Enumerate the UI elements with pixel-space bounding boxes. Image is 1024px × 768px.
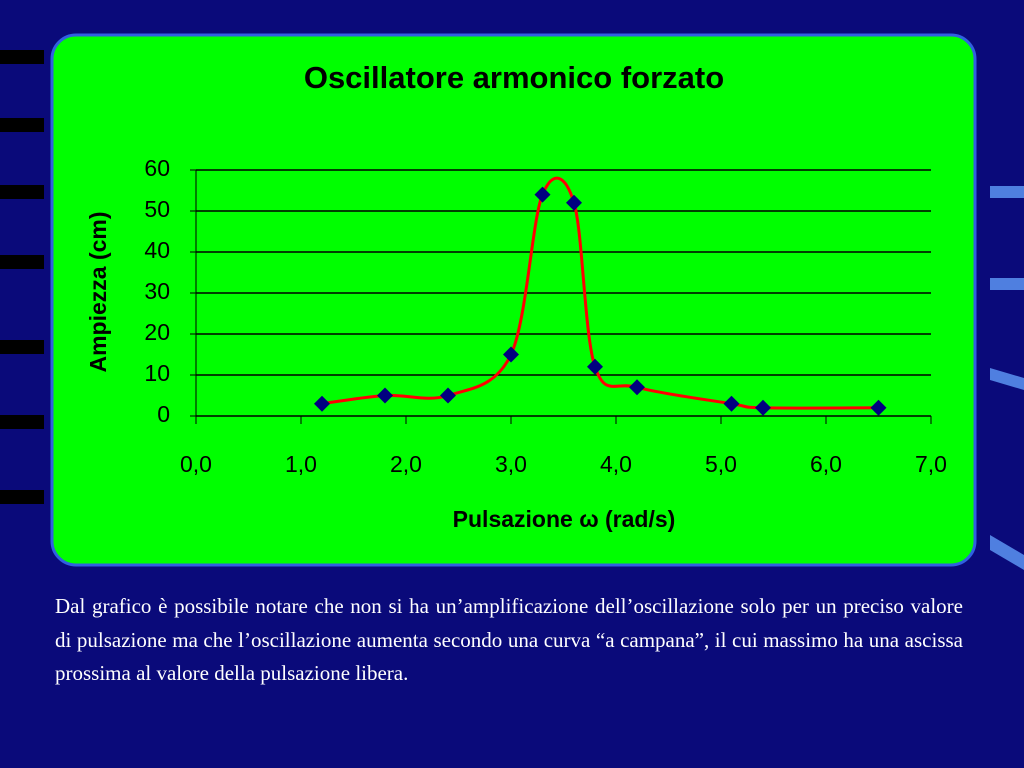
data-point [534,186,551,203]
x-tick-label: 7,0 [915,451,947,477]
data-point [723,395,740,412]
y-tick-label: 30 [144,278,170,304]
y-axis-label: Ampiezza (cm) [85,211,111,372]
chart: Oscillatore armonico forzato Ampiezza (c… [0,33,1024,570]
chart-panel [50,33,977,567]
chart-title: Oscillatore armonico forzato [304,60,724,95]
data-point [566,194,582,211]
data-point [755,399,771,416]
y-tick-label: 20 [144,319,170,345]
x-tick-label: 4,0 [600,451,632,477]
data-point [629,379,645,396]
x-tick-label: 5,0 [705,451,737,477]
x-axis-label: Pulsazione ω (rad/s) [453,506,676,532]
decoration [0,50,1024,570]
x-tick-label: 1,0 [285,451,317,477]
y-tick-label: 60 [144,155,170,181]
x-tick-label: 3,0 [495,451,527,477]
data-point [503,346,519,363]
y-tick-label: 40 [144,237,170,263]
data-point [377,387,393,404]
data-point [314,395,330,412]
y-tick-label: 10 [144,360,170,386]
data-point [587,358,603,375]
data-point [870,399,887,416]
x-tick-label: 0,0 [180,451,212,477]
x-tick-label: 2,0 [390,451,422,477]
y-tick-label: 50 [144,196,170,222]
caption: Dal grafico è possibile notare che non s… [55,594,963,685]
y-tick-label: 0 [157,401,170,427]
x-tick-label: 6,0 [810,451,842,477]
data-point [440,387,456,404]
